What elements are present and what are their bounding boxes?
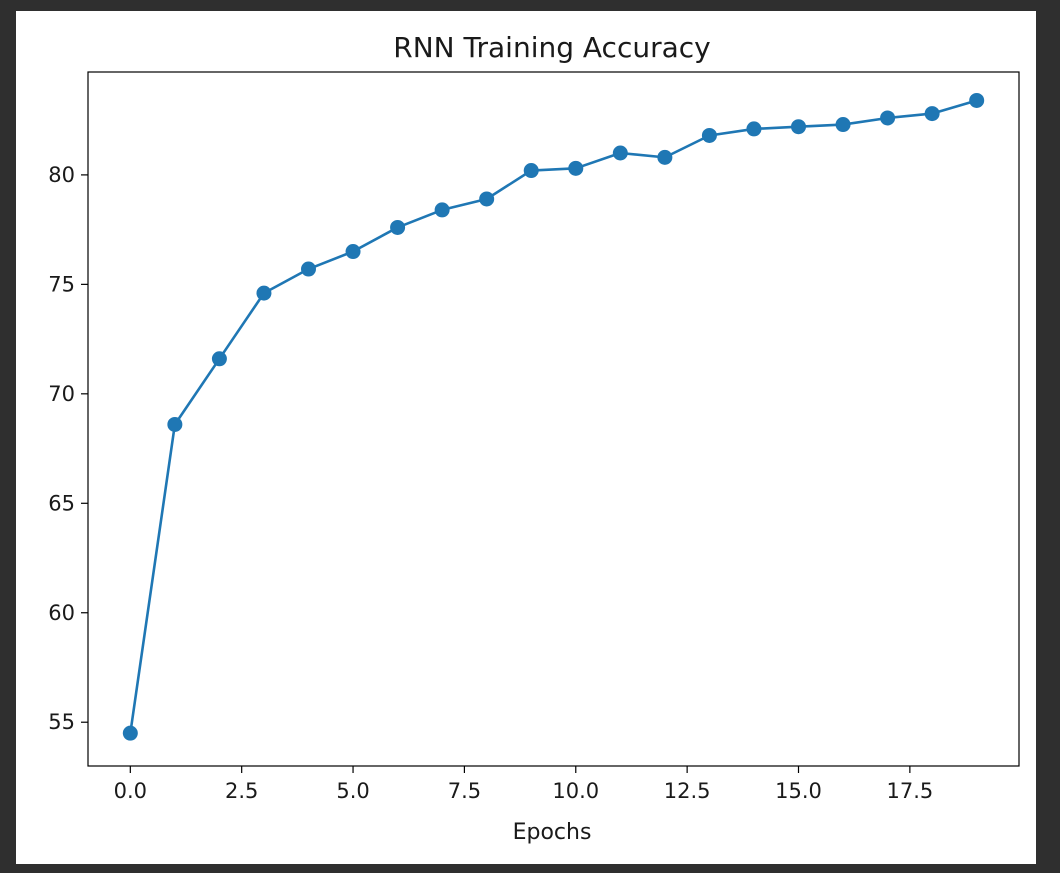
y-tick-label: 75 — [48, 272, 75, 296]
x-tick-label: 15.0 — [775, 779, 822, 803]
data-point — [835, 117, 851, 133]
data-point — [612, 145, 628, 161]
x-axis-ticks: 0.0 2.5 5.0 7.5 10.0 12.5 15.0 17.5 — [114, 766, 933, 803]
axes-frame — [87, 71, 1020, 767]
x-tick-label: 0.0 — [114, 779, 147, 803]
x-tick-label: 17.5 — [886, 779, 933, 803]
data-point — [167, 416, 183, 432]
series-line — [129, 99, 978, 734]
x-axis-label: Epochs — [513, 820, 592, 845]
data-point — [924, 106, 940, 122]
data-point — [479, 191, 495, 207]
x-tick-label: 2.5 — [225, 779, 258, 803]
x-tick-label: 10.0 — [552, 779, 599, 803]
data-point — [657, 149, 673, 165]
y-axis-ticks: 55 60 65 70 75 80 — [48, 163, 88, 734]
data-point — [701, 127, 717, 143]
data-point — [568, 160, 584, 176]
data-point — [791, 119, 806, 135]
data-point — [880, 110, 896, 126]
line-chart: RNN Training Accuracy 0.0 2.5 5.0 7.5 10.0 12… — [48, 31, 1020, 845]
data-point — [746, 121, 762, 137]
figure-canvas: RNN Training Accuracy 0.0 2.5 5.0 7.5 10.0 12… — [16, 11, 1036, 864]
data-point — [434, 202, 450, 218]
y-tick-label: 80 — [48, 163, 75, 187]
y-tick-label: 55 — [48, 710, 75, 734]
data-point — [301, 261, 316, 277]
x-tick-label: 7.5 — [448, 779, 481, 803]
data-point — [211, 351, 227, 367]
data-point — [523, 163, 539, 179]
y-tick-label: 60 — [48, 601, 75, 625]
data-point — [122, 725, 138, 741]
data-point — [345, 244, 361, 260]
y-tick-label: 70 — [48, 382, 75, 406]
plot-area — [122, 92, 985, 741]
data-point — [256, 285, 272, 301]
y-tick-label: 65 — [48, 491, 75, 515]
data-point — [390, 219, 406, 235]
chart-title: RNN Training Accuracy — [393, 31, 710, 64]
x-tick-label: 5.0 — [336, 779, 369, 803]
data-point — [969, 92, 985, 108]
x-tick-label: 12.5 — [664, 779, 711, 803]
